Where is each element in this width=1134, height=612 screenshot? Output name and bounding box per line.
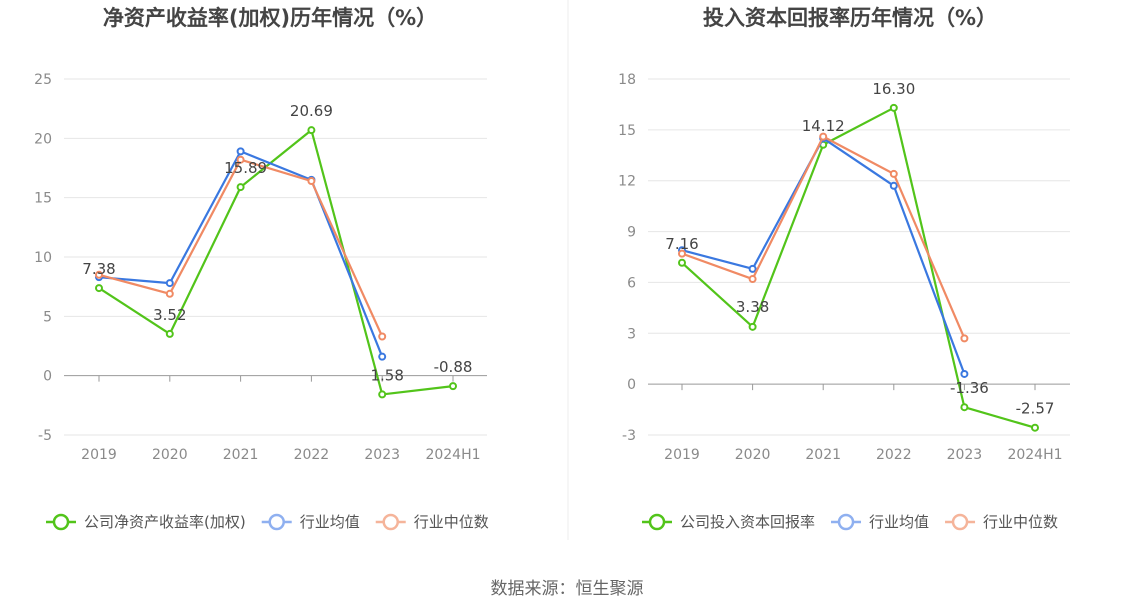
series-line-company	[681, 106, 1036, 429]
y-tick-label: 6	[627, 275, 636, 291]
x-tick-label: 2020	[152, 447, 188, 463]
chart-title: 净资产收益率(加权)历年情况（%）	[103, 6, 437, 30]
y-tick-label: 15	[618, 123, 636, 139]
data-label: 3.38	[736, 298, 769, 316]
y-tick-label: 0	[627, 377, 636, 393]
x-tick-label: 2022	[294, 447, 330, 463]
x-tick-label: 2023	[364, 447, 400, 463]
legend-label: 公司净资产收益率(加权)	[84, 513, 246, 531]
legend-label: 行业均值	[300, 513, 360, 531]
data-label: -2.57	[1016, 400, 1055, 418]
series-line-avg	[98, 150, 384, 358]
y-tick-label: -5	[38, 428, 52, 444]
data-point-company	[678, 258, 686, 267]
data-point-company	[960, 403, 969, 412]
x-tick-label: 2019	[664, 447, 700, 463]
data-point-median	[819, 132, 828, 141]
legend-marker	[837, 513, 855, 531]
x-tick-label: 2023	[947, 447, 983, 463]
y-tick-label: 3	[627, 326, 636, 342]
data-point-median	[307, 177, 316, 186]
roic-chart: 投入资本回报率历年情况（%） 18 15 12 9 6 3 0 -3 2019 2020 2021 20…	[618, 6, 1070, 531]
legend-label: 公司投入资本回报率	[680, 513, 815, 531]
data-point-company	[236, 183, 245, 192]
data-point-avg	[960, 369, 969, 378]
data-point-avg	[748, 264, 757, 273]
data-point-company	[889, 103, 898, 112]
data-point-company	[449, 382, 457, 391]
data-point-company	[95, 284, 103, 293]
y-tick-label: 10	[34, 250, 52, 266]
x-tick-label: 2024H1	[425, 447, 480, 463]
legend-marker	[268, 513, 285, 531]
data-label: -0.88	[434, 358, 473, 376]
data-label: 15.89	[224, 159, 267, 177]
legend-label: 行业中位数	[414, 513, 489, 531]
data-point-company	[307, 126, 316, 135]
data-label: -1.36	[950, 379, 989, 397]
data-label: 20.69	[290, 102, 333, 120]
data-point-company	[1031, 423, 1039, 432]
legend-label: 行业中位数	[983, 513, 1058, 531]
series-line-company	[98, 129, 454, 396]
x-tick-label: 2022	[876, 447, 912, 463]
data-label: 16.30	[872, 80, 915, 98]
x-tick-label: 2021	[223, 447, 259, 463]
data-point-median	[678, 249, 686, 258]
legend-marker	[951, 513, 969, 531]
x-tick-label: 2019	[81, 447, 117, 463]
data-label: 7.16	[665, 235, 698, 253]
legend-marker	[52, 513, 70, 531]
series-line-median	[681, 135, 966, 339]
legend-label: 行业均值	[869, 513, 929, 531]
series-line-avg	[681, 137, 966, 375]
data-point-avg	[236, 147, 245, 156]
y-tick-label: 15	[34, 191, 52, 207]
y-tick-label: 0	[43, 369, 52, 385]
legend-marker	[382, 513, 399, 531]
data-point-company	[378, 390, 387, 399]
data-point-median	[95, 270, 103, 279]
y-tick-label: 25	[34, 72, 52, 88]
legend-marker	[648, 513, 666, 531]
roe-chart: 净资产收益率(加权)历年情况（%） 25 20 15 10 5 0 -5 2019 2020 202…	[34, 6, 489, 531]
y-tick-label: 12	[618, 174, 636, 190]
data-point-median	[748, 275, 757, 284]
data-label: 1.58	[370, 366, 403, 384]
y-tick-label: -3	[622, 428, 636, 444]
data-point-median	[378, 332, 387, 341]
y-tick-label: 20	[34, 131, 52, 147]
data-point-median	[236, 155, 245, 164]
data-label: 7.38	[82, 260, 115, 278]
chart-title: 投入资本回报率历年情况（%）	[703, 6, 997, 30]
x-tick-label: 2020	[735, 447, 771, 463]
y-tick-label: 5	[43, 309, 52, 325]
data-point-median	[960, 334, 969, 343]
data-source-note: 数据来源：恒生聚源	[490, 579, 644, 599]
y-tick-label: 9	[627, 225, 636, 241]
data-point-avg	[889, 181, 898, 190]
data-point-company	[748, 322, 757, 331]
y-tick-label: 18	[618, 72, 636, 88]
data-point-median	[889, 169, 898, 178]
data-point-company	[165, 329, 174, 338]
x-tick-label: 2021	[805, 447, 841, 463]
x-tick-label: 2024H1	[1007, 447, 1062, 463]
data-label: 14.12	[802, 117, 845, 135]
data-label: 3.52	[153, 306, 186, 324]
data-point-avg	[378, 352, 387, 361]
data-point-avg	[165, 279, 174, 288]
data-point-median	[165, 289, 174, 298]
